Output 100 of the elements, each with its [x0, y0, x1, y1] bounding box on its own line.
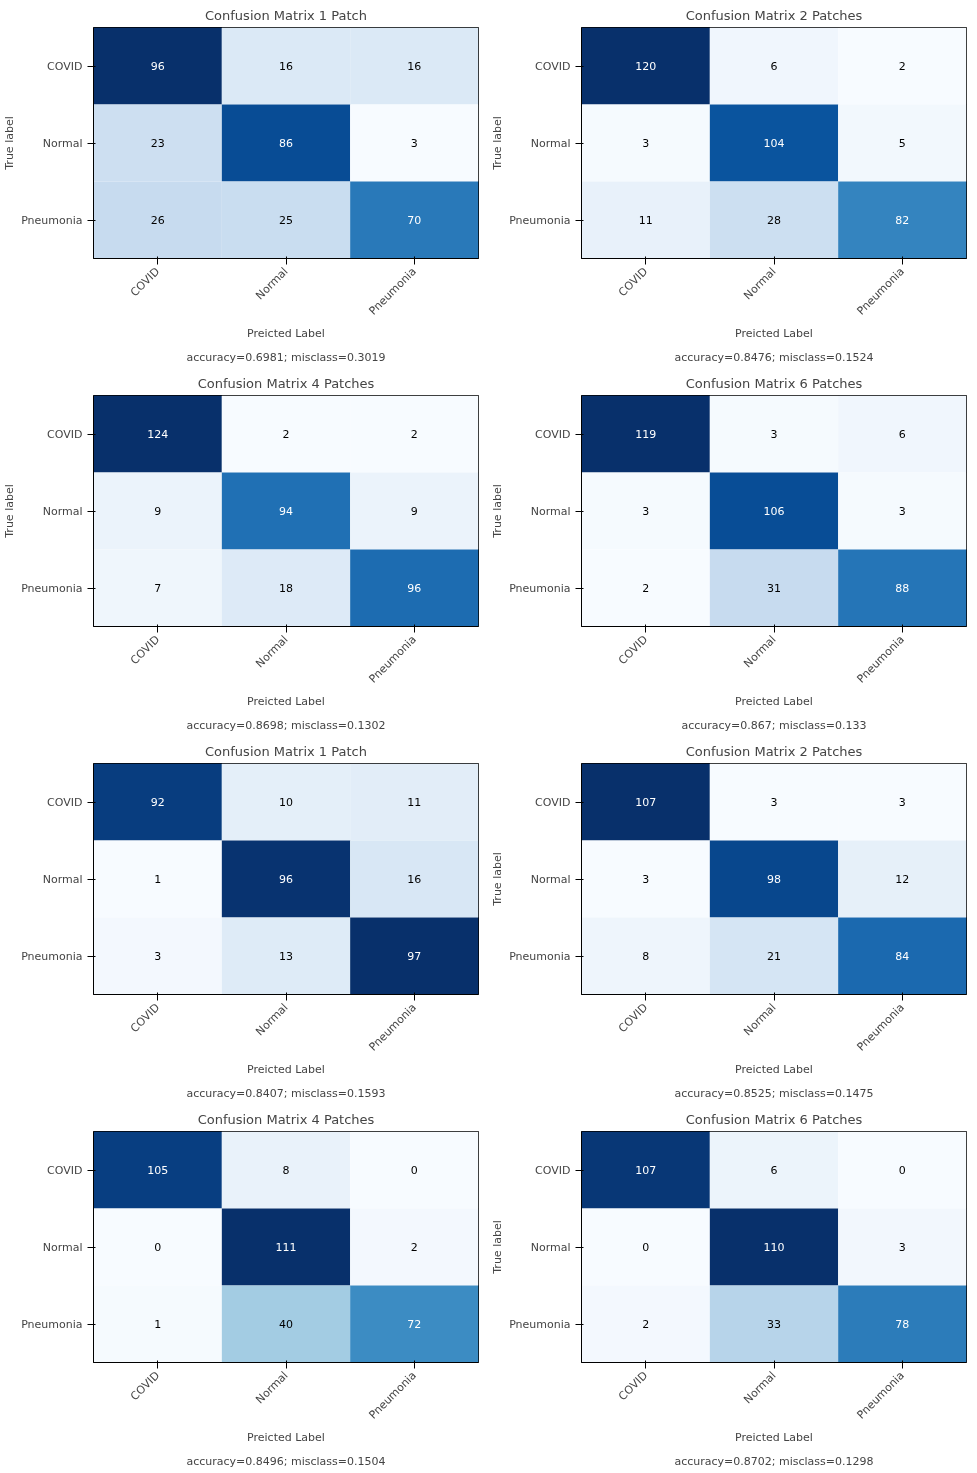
data-label: 97 [407, 950, 422, 963]
data-label: 96 [279, 873, 293, 886]
data-label: 78 [895, 1318, 910, 1331]
data-label: 92 [150, 796, 165, 809]
data-label: 3 [642, 873, 650, 886]
chart-title: Confusion Matrix 1 Patch [205, 7, 367, 23]
data-label: 3 [770, 796, 778, 809]
data-label: 3 [410, 137, 418, 150]
data-label: 2 [642, 1318, 650, 1331]
data-label: 16 [279, 60, 293, 73]
y-tick-label: Pneumonia [509, 213, 571, 227]
data-label: 3 [154, 950, 162, 963]
data-label: 13 [279, 950, 293, 963]
y-tick-label: Normal [530, 136, 571, 150]
x-axis-title: Preicted Label [247, 1063, 325, 1077]
data-label: 96 [150, 60, 165, 73]
y-tick-label: COVID [47, 427, 83, 441]
y-axis-title: True label [3, 116, 17, 171]
data-label: 6 [770, 1164, 778, 1177]
chart-title: Confusion Matrix 4 Patches [197, 375, 375, 391]
text: accuracy=0.6981; misclass=0.3019 [186, 350, 386, 364]
y-tick-label: Pneumonia [509, 1317, 571, 1331]
y-tick-label: Pneumonia [21, 581, 83, 595]
chart-title: Confusion Matrix 2 Patches [685, 7, 863, 23]
text: accuracy=0.8476; misclass=0.1524 [674, 350, 874, 364]
y-tick-label: COVID [47, 59, 83, 73]
y-tick-label: COVID [535, 1163, 571, 1177]
y-tick-label: Pneumonia [21, 949, 83, 963]
y-axis-title: True label [491, 852, 505, 907]
data-label: 107 [635, 1164, 657, 1177]
data-label: 8 [642, 950, 650, 963]
data-label: 6 [898, 428, 906, 441]
y-tick-label: Normal [530, 1240, 571, 1254]
y-tick-label: Pneumonia [509, 949, 571, 963]
y-axis-title: True label [491, 1220, 505, 1275]
data-label: 3 [642, 505, 650, 518]
data-label: 0 [642, 1241, 650, 1254]
data-label: 82 [895, 214, 910, 227]
data-label: 1 [154, 1318, 162, 1331]
y-tick-label: Normal [42, 872, 83, 886]
data-label: 124 [147, 428, 169, 441]
data-label: 2 [642, 582, 650, 595]
data-label: 18 [279, 582, 293, 595]
data-label: 72 [407, 1318, 422, 1331]
data-label: 21 [767, 950, 781, 963]
data-label: 107 [635, 796, 657, 809]
chart-title: Confusion Matrix 1 Patch [205, 743, 367, 759]
data-label: 3 [898, 505, 906, 518]
data-label: 26 [150, 214, 165, 227]
data-label: 40 [279, 1318, 293, 1331]
chart-title: Confusion Matrix 6 Patches [685, 1111, 863, 1127]
x-axis-title: Preicted Label [735, 1063, 813, 1077]
text: accuracy=0.8525; misclass=0.1475 [674, 1086, 874, 1100]
data-label: 2 [410, 1241, 418, 1254]
y-tick-label: Pneumonia [21, 213, 83, 227]
data-label: 105 [147, 1164, 169, 1177]
data-label: 96 [407, 582, 422, 595]
data-label: 11 [407, 796, 422, 809]
data-label: 3 [898, 1241, 906, 1254]
data-label: 5 [898, 137, 906, 150]
data-label: 16 [407, 60, 422, 73]
data-label: 33 [767, 1318, 781, 1331]
data-label: 94 [279, 505, 293, 518]
chart-title: Confusion Matrix 6 Patches [685, 375, 863, 391]
data-label: 3 [770, 428, 778, 441]
y-tick-label: Pneumonia [509, 581, 571, 595]
y-axis-title: True label [491, 116, 505, 171]
y-tick-label: Normal [530, 872, 571, 886]
x-axis-title: Preicted Label [247, 327, 325, 341]
data-label: 8 [282, 1164, 290, 1177]
y-tick-label: COVID [535, 59, 571, 73]
x-axis-title: Preicted Label [247, 695, 325, 709]
data-label: 6 [770, 60, 778, 73]
data-label: 3 [642, 137, 650, 150]
y-tick-label: Normal [42, 1240, 83, 1254]
data-label: 119 [635, 428, 657, 441]
text: accuracy=0.8496; misclass=0.1504 [186, 1454, 386, 1468]
data-label: 88 [895, 582, 910, 595]
data-label: 0 [898, 1164, 906, 1177]
data-label: 16 [407, 873, 422, 886]
y-tick-label: Normal [530, 504, 571, 518]
y-tick-label: COVID [535, 795, 571, 809]
data-label: 28 [767, 214, 781, 227]
x-axis-title: Preicted Label [735, 327, 813, 341]
data-label: 12 [895, 873, 910, 886]
data-label: 10 [279, 796, 293, 809]
data-label: 111 [275, 1241, 297, 1254]
text: accuracy=0.8702; misclass=0.1298 [674, 1454, 874, 1468]
data-label: 2 [282, 428, 290, 441]
data-label: 106 [763, 505, 785, 518]
data-label: 84 [895, 950, 910, 963]
data-label: 0 [410, 1164, 418, 1177]
x-axis-title: Preicted Label [735, 1431, 813, 1445]
chart-title: Confusion Matrix 2 Patches [685, 743, 863, 759]
text: accuracy=0.8698; misclass=0.1302 [186, 718, 386, 732]
data-label: 11 [638, 214, 653, 227]
y-tick-label: Normal [42, 136, 83, 150]
y-tick-label: COVID [47, 1163, 83, 1177]
data-label: 104 [763, 137, 785, 150]
data-label: 23 [150, 137, 165, 150]
